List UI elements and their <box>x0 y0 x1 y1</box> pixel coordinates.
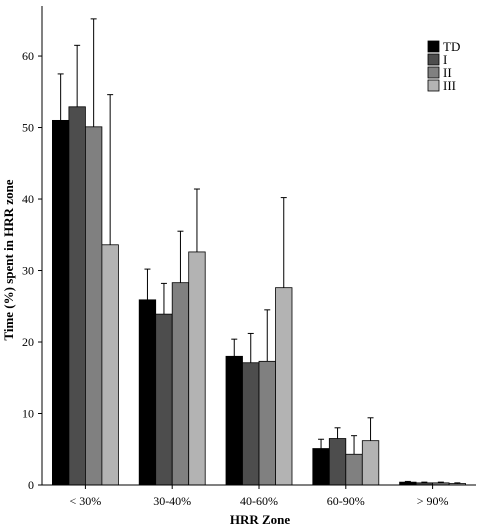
bar <box>155 313 173 486</box>
x-tick-label: 60-90% <box>327 494 365 508</box>
legend-label: II <box>443 65 452 80</box>
bar <box>171 282 190 486</box>
bar <box>361 440 380 486</box>
bar <box>225 355 243 486</box>
legend-swatch <box>427 66 440 79</box>
x-axis-title: HRR Zone <box>230 512 291 527</box>
x-tick-label: > 90% <box>417 494 449 508</box>
bar <box>188 251 206 486</box>
x-tick-label: 30-40% <box>153 494 191 508</box>
bar <box>242 362 260 486</box>
bar <box>138 299 157 486</box>
bar <box>258 360 276 486</box>
bar <box>328 438 347 486</box>
y-axis: 0 10 20 30 40 50 60 <box>22 6 43 492</box>
bars <box>52 18 467 486</box>
legend-label: I <box>443 52 447 67</box>
legend-swatch <box>427 40 440 53</box>
bar <box>85 126 103 486</box>
bar <box>68 106 86 486</box>
y-tick-label: 60 <box>22 49 34 63</box>
bar <box>345 453 363 486</box>
legend-label: TD <box>443 39 460 54</box>
x-axis: < 30% 30-40% 40-60% 60-90% > 90% <box>42 484 476 508</box>
y-tick-label: 0 <box>28 478 34 492</box>
legend-swatch <box>427 53 440 66</box>
y-tick-label: 20 <box>22 335 34 349</box>
bar <box>312 448 330 486</box>
y-tick-label: 50 <box>22 121 34 135</box>
x-tick-label: < 30% <box>70 494 102 508</box>
bar <box>275 287 293 486</box>
legend-swatch <box>427 79 440 92</box>
y-tick-label: 30 <box>22 264 34 278</box>
bar <box>52 119 70 486</box>
x-tick-label: 40-60% <box>240 494 278 508</box>
y-axis-title: Time (%) spent in HRR zone <box>1 179 16 340</box>
bar <box>101 244 119 486</box>
y-tick-label: 10 <box>22 407 34 421</box>
legend-label: III <box>443 78 456 93</box>
y-tick-label: 40 <box>22 192 34 206</box>
